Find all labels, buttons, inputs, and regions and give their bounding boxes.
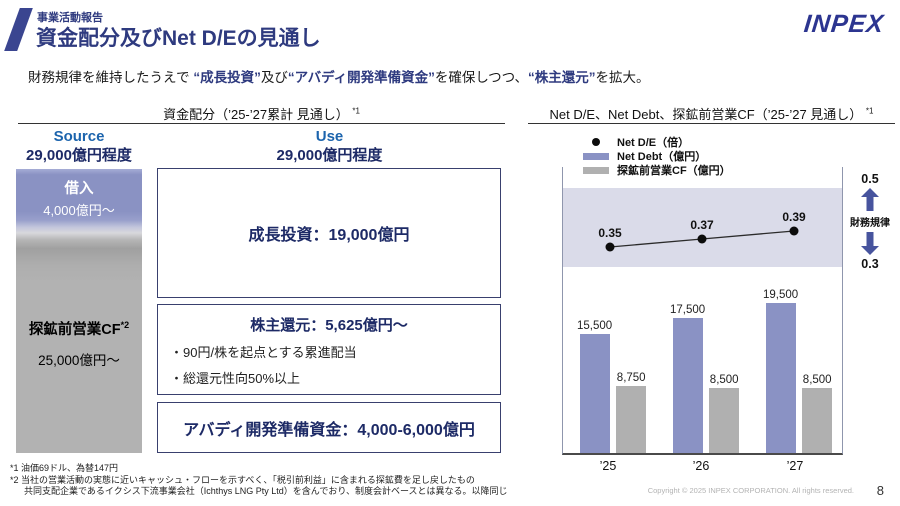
pre-exploration-cf-value: 25,000億円～ — [38, 353, 120, 368]
legend-item-netde: Net D/E（倍） — [583, 135, 731, 149]
netde-point-label: 0.35 — [598, 226, 622, 240]
borrowing-segment: 借入 4,000億円～ — [16, 177, 142, 219]
cf-value-label: 8,500 — [802, 374, 832, 386]
inpex-logo: INPEX — [802, 10, 886, 38]
legend-item-cf: 探鉱前営業CF（億円） — [583, 163, 731, 177]
dividend-bullet: ・90円/株を起点とする累進配当 — [170, 345, 357, 360]
cf-column-27: 8,500 — [802, 167, 833, 453]
bar-group-27: 19,500 8,500 — [763, 167, 833, 453]
x-tick-26: ’26 — [692, 459, 710, 473]
growth-investment-box: 成長投資：19,000億円 — [157, 168, 501, 298]
footnote-1: *1 油価69ドル、為替147円 — [10, 463, 119, 473]
cf-chart-plot: 0.35 0.37 0.39 15,500 8,750 17,500 8,500 — [562, 167, 843, 455]
cf-value-label: 8,500 — [709, 374, 739, 386]
band-min-label: 0.3 — [861, 257, 879, 271]
cf-value-label: 8,750 — [616, 372, 646, 384]
source-total: 29,000億円程度 — [26, 147, 132, 164]
cf-column-26: 8,500 — [709, 167, 740, 453]
netdebt-column-27: 19,500 — [763, 167, 798, 453]
legend-item-netdebt: Net Debt（億円） — [583, 149, 731, 163]
subtitle-em-growth: “成長投資” — [193, 70, 261, 85]
use-label: Use — [315, 128, 344, 145]
header-eyebrow: 事業活動報告 — [37, 12, 103, 24]
netde-chart-title: Net D/E、Net Debt、探鉱前営業CF（’25-’27 見通し） *1 — [528, 104, 895, 123]
cf-bar-26 — [709, 388, 740, 453]
netde-chart-title-text: Net D/E、Net Debt、探鉱前営業CF（’25-’27 見通し） — [549, 107, 863, 122]
cf-bar-27 — [802, 388, 833, 453]
netdebt-value-label: 17,500 — [670, 304, 706, 316]
legend-cf-label: 探鉱前営業CF（億円） — [617, 165, 731, 177]
use-header: Use 29,000億円程度 — [157, 128, 502, 165]
cf-swatch-icon — [583, 166, 609, 174]
netdebt-value-label: 15,500 — [577, 320, 613, 332]
abadi-fund-box: アバディ開発準備資金：4,000-6,000億円 — [157, 402, 501, 453]
abadi-fund-title: アバディ開発準備資金：4,000-6,000億円 — [183, 421, 475, 439]
x-tick-27: ’27 — [786, 459, 804, 473]
legend-netdebt-label: Net Debt（億円） — [617, 151, 707, 163]
legend-netde-label: Net D/E（倍） — [617, 137, 690, 149]
source-stacked-bar: 借入 4,000億円～ 探鉱前営業CF*2 25,000億円～ — [16, 169, 142, 453]
payout-ratio-bullet: ・総還元性向50%以上 — [170, 371, 301, 386]
subtitle-text: 及び — [260, 70, 288, 85]
right-title-underline — [528, 123, 895, 124]
source-header: Source 29,000億円程度 — [16, 128, 142, 165]
subtitle-text: を確保しつつ、 — [434, 70, 529, 85]
up-arrow-icon — [861, 188, 879, 211]
copyright-text: Copyright © 2025 INPEX CORPORATION. All … — [647, 486, 854, 495]
growth-investment-title: 成長投資：19,000億円 — [248, 227, 410, 244]
source-label: Source — [53, 128, 105, 145]
footnote-2: *2 当社の営業活動の実態に近いキャッシュ・フローを示すべく、「税引前利益」に含… — [10, 474, 475, 485]
header-accent-bar — [4, 8, 33, 51]
netde-point-label: 0.39 — [782, 210, 806, 224]
cf-bar-25 — [616, 386, 647, 453]
netde-dot-icon — [583, 138, 609, 146]
slide-subtitle: 財務規律を維持したうえで “成長投資”及び“アバディ開発準備資金”を確保しつつ、… — [28, 66, 650, 86]
footnote-ref-2: *2 — [120, 320, 130, 331]
subtitle-em-abadi: “アバディ開発準備資金” — [287, 70, 435, 85]
netdebt-bar-26 — [672, 318, 703, 453]
netdebt-swatch-icon — [583, 152, 609, 160]
subtitle-em-return: “株主還元” — [528, 70, 596, 85]
financial-discipline-annotation: 0.5 財務規律 0.3 — [848, 172, 892, 271]
bar-group-26: 17,500 8,500 — [670, 167, 740, 453]
band-max-label: 0.5 — [861, 172, 879, 186]
bar-group-25: 15,500 8,750 — [577, 167, 647, 453]
cf-column-25: 8,750 — [616, 167, 647, 453]
footnotes: *1 油価69ドル、為替147円 *2 当社の営業活動の実態に近いキャッシュ・フ… — [10, 463, 508, 498]
subtitle-text: 財務規律を維持したうえで — [28, 70, 194, 85]
page-title: 資金配分及びNet D/Eの見通し — [36, 27, 321, 50]
borrowing-value: 4,000億円～ — [43, 203, 115, 218]
capital-allocation-title: 資金配分（’25-’27累計 見通し） *1 — [18, 104, 505, 123]
netde-point-label: 0.37 — [690, 218, 714, 232]
netdebt-column-25: 15,500 — [577, 167, 612, 453]
footnote-ref-1: *1 — [865, 106, 874, 116]
down-arrow-icon — [861, 232, 879, 255]
footnote-2-continued: 共同支配企業であるイクシス下流事業会社（Ichthys LNG Pty Ltd）… — [24, 486, 508, 496]
pre-exploration-cf-label: 探鉱前営業CF*2 — [16, 318, 142, 339]
left-title-underline — [18, 123, 505, 124]
page-number: 8 — [876, 483, 884, 498]
net-de-line — [605, 226, 799, 252]
subtitle-text: を拡大。 — [595, 70, 650, 85]
borrowing-label: 借入 — [64, 181, 94, 197]
netdebt-bar-25 — [579, 334, 610, 453]
chart-legend: Net D/E（倍） Net Debt（億円） 探鉱前営業CF（億円） — [583, 135, 731, 177]
shareholder-return-box: 株主還元：5,625億円～ ・90円/株を起点とする累進配当 ・総還元性向50%… — [157, 304, 501, 395]
x-tick-25: ’25 — [599, 459, 617, 473]
pre-exploration-cf-segment: 探鉱前営業CF*2 25,000億円～ — [16, 318, 142, 369]
use-total: 29,000億円程度 — [276, 147, 383, 164]
netdebt-bar-27 — [765, 303, 796, 453]
netdebt-column-26: 17,500 — [670, 167, 705, 453]
netdebt-value-label: 19,500 — [763, 289, 799, 301]
pre-exploration-cf-label-text: 探鉱前営業CF — [28, 322, 121, 338]
footnote-ref-1: *1 — [352, 106, 360, 116]
financial-discipline-label: 財務規律 — [850, 218, 890, 229]
shareholder-return-title: 株主還元：5,625億円～ — [250, 317, 408, 334]
capital-allocation-title-text: 資金配分（’25-’27累計 見通し） — [163, 107, 349, 122]
